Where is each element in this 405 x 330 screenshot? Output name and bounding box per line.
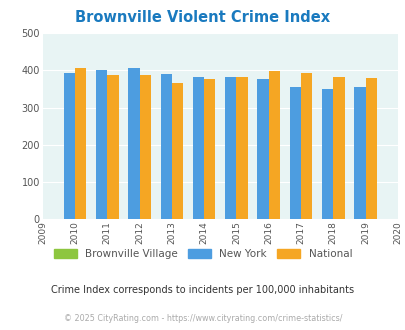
Bar	[192, 77, 204, 219]
Bar	[289, 87, 300, 219]
Bar	[364, 78, 376, 219]
Bar	[128, 68, 139, 219]
Bar	[224, 77, 236, 219]
Bar	[268, 71, 279, 219]
Bar	[300, 73, 311, 219]
Bar	[171, 82, 183, 219]
Text: Crime Index corresponds to incidents per 100,000 inhabitants: Crime Index corresponds to incidents per…	[51, 285, 354, 295]
Bar	[107, 75, 118, 219]
Bar	[96, 70, 107, 219]
Bar	[75, 68, 86, 219]
Bar	[333, 77, 344, 219]
Bar	[321, 88, 333, 219]
Bar	[139, 75, 150, 219]
Bar	[257, 79, 268, 219]
Text: Brownville Violent Crime Index: Brownville Violent Crime Index	[75, 10, 330, 25]
Legend: Brownville Village, New York, National: Brownville Village, New York, National	[53, 248, 352, 259]
Text: © 2025 CityRating.com - https://www.cityrating.com/crime-statistics/: © 2025 CityRating.com - https://www.city…	[64, 314, 341, 323]
Bar	[204, 79, 215, 219]
Bar	[236, 77, 247, 219]
Bar	[64, 73, 75, 219]
Bar	[354, 87, 364, 219]
Bar	[160, 74, 171, 219]
